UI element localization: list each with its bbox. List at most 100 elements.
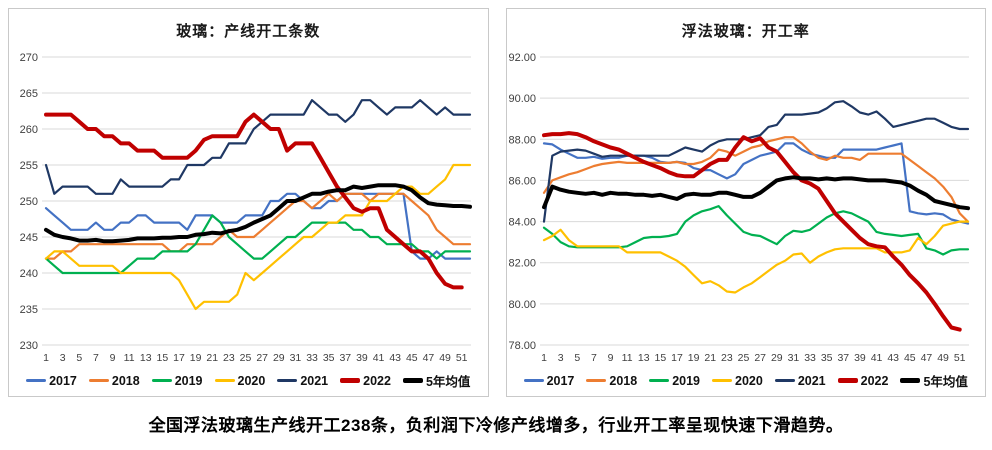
x-tick-label: 7 [93,352,99,364]
legend-label: 2017 [546,373,575,388]
x-tick-label: 9 [110,352,116,364]
x-tick-label: 31 [290,352,302,364]
chart-title: 玻璃：产线开工条数 [176,23,321,40]
x-tick-label: 3 [60,352,66,364]
series-line-2022 [541,131,962,332]
float-glass-operating-rate-chart: 浮法玻璃：开工率 78.00 80.00 82.00 84.00 86.00 88.00 9… [505,8,986,397]
x-tick-label: 33 [804,352,816,364]
x-tick-label: 27 [754,352,766,364]
legend-item-5年均值: 5年均值 [900,371,968,390]
x-tick-label: 39 [356,352,368,364]
legend-item-2018: 2018 [88,373,140,388]
legend-marker [837,378,858,383]
legend-item-2020: 2020 [214,374,265,388]
x-tick-label: 37 [339,352,351,364]
legend-marker [88,379,109,382]
legend: 2017 2018 2019 2020 2021 2022 5年均值 [9,371,488,390]
legend-label: 5年均值 [425,375,471,389]
series-line-2017 [542,142,969,225]
y-tick-label: 250 [20,196,38,208]
x-tick-label: 45 [406,352,418,364]
x-tick-label: 25 [737,352,749,364]
legend-label: 5年均值 [923,375,968,389]
legend-item-2020: 2020 [712,374,763,388]
y-tick-label: 80.00 [508,299,536,311]
legend-label: 2019 [174,373,203,388]
y-tick-label: 90.00 [508,93,536,105]
series-line-2020 [44,163,472,311]
x-tick-label: 3 [557,352,563,364]
legend-marker [649,379,670,382]
x-tick-label: 7 [590,352,596,364]
x-tick-label: 1 [43,352,49,364]
legend-marker [402,378,423,383]
y-tick-label: 78.00 [508,340,536,352]
y-tick-label: 230 [20,340,38,352]
legend-label: 2021 [797,373,826,388]
legend-item-2022: 2022 [837,373,889,388]
glass-production-lines-chart: 玻璃：产线开工条数 230 235 240 245 250 255 260 265 270 1 3 5… [8,8,489,397]
legend-item-2019: 2019 [151,373,203,388]
x-tick-label: 11 [124,352,135,364]
x-tick-label: 25 [240,352,252,364]
caption: 全国浮法玻璃生产线开工238条，负利润下冷修产线增多，行业开工率呈现快速下滑趋势… [148,416,844,435]
x-tick-label: 31 [787,352,799,364]
x-tick-label: 21 [206,352,218,364]
x-tick-label: 13 [140,352,152,364]
x-tick-label: 37 [837,352,849,364]
x-tick-label: 33 [306,352,318,364]
legend-marker [523,379,544,382]
x-tick-label: 19 [687,352,699,364]
y-tick-label: 92.00 [508,52,536,64]
x-tick-label: 41 [870,352,882,364]
legend-label: 2018 [111,373,140,388]
legend-item-5年均值: 5年均值 [402,371,471,390]
legend-label: 2018 [609,373,638,388]
legend-marker [214,379,235,382]
legend-label: 2017 [49,373,77,388]
x-tick-label: 15 [654,352,666,364]
y-tick-label: 240 [20,268,38,280]
x-tick-label: 5 [574,352,580,364]
x-tick-label: 35 [323,352,335,364]
y-tick-label: 265 [20,88,38,100]
legend-marker [277,379,298,382]
x-tick-label: 27 [256,352,268,364]
series-line-2022 [44,112,464,290]
y-tick-label: 255 [20,160,38,172]
y-tick-label: 245 [20,232,38,244]
x-tick-label: 51 [953,352,965,364]
x-tick-label: 49 [937,352,949,364]
x-tick-label: 43 [389,352,401,364]
x-tick-label: 41 [373,352,385,364]
x-tick-label: 47 [920,352,932,364]
x-tick-label: 23 [223,352,235,364]
x-tick-label: 15 [157,352,169,364]
series-line-2020 [542,220,969,294]
y-tick-label: 88.00 [508,134,536,146]
x-tick-label: 49 [439,352,451,364]
legend-label: 2019 [672,373,701,388]
y-tick-label: 84.00 [508,217,536,229]
x-tick-label: 19 [190,352,202,364]
x-tick-label: 29 [770,352,782,364]
legend-item-2017: 2017 [523,373,575,388]
legend-item-2022: 2022 [340,374,391,388]
legend-item-2019: 2019 [649,374,700,388]
y-tick-label: 270 [20,52,38,64]
x-tick-label: 39 [854,352,866,364]
legend-label: 2022 [363,373,391,388]
legend-item-2017: 2017 [26,374,77,388]
x-tick-label: 1 [541,352,547,364]
x-tick-label: 13 [637,352,649,364]
x-tick-label: 35 [820,352,832,364]
legend-label: 2022 [860,373,889,388]
legend-marker [151,379,172,382]
x-tick-label: 43 [887,352,899,364]
legend-item-2021: 2021 [277,374,328,388]
x-tick-label: 45 [903,352,915,364]
legend-label: 2020 [735,373,763,388]
x-tick-label: 51 [456,352,468,364]
legend-marker [340,378,361,383]
